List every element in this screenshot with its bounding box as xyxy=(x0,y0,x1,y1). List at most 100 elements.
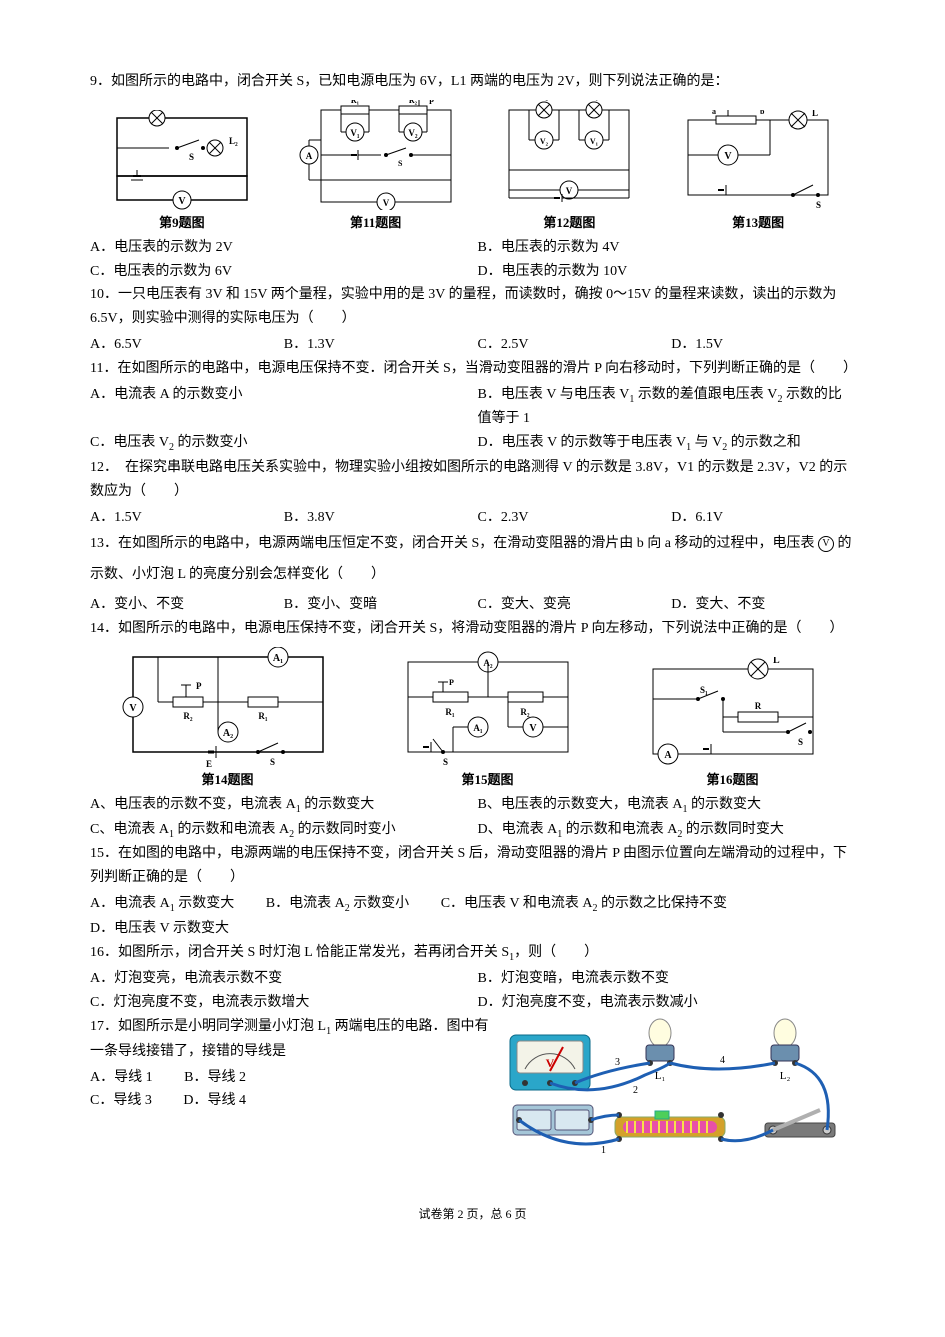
question-12: 12． 在探究串联电路电压关系实验中，物理实验小组按如图所示的电路测得 V 的示… xyxy=(90,456,855,504)
fig9-label: 第9题图 xyxy=(107,212,257,234)
svg-text:1: 1 xyxy=(601,1145,606,1156)
q12-options: A．1.5V B．3.8V C．2.3V D．6.1V xyxy=(90,506,855,530)
fig16-label: 第16题图 xyxy=(638,769,828,791)
circuit-q17-icon: V L₁ L₂ xyxy=(505,1015,855,1165)
svg-text:3: 3 xyxy=(615,1057,620,1068)
svg-text:V: V xyxy=(129,703,137,714)
svg-text:A: A xyxy=(664,750,672,761)
svg-text:R₂: R₂ xyxy=(409,100,418,105)
figure-q16: L S₁ R S A 第16题图 xyxy=(638,657,828,791)
q13-opt-d: D．变大、不变 xyxy=(671,593,855,617)
q10-opt-d: D．1.5V xyxy=(671,333,855,357)
q16-opt-a: A．灯泡变亮，电流表示数不变 xyxy=(90,967,468,991)
svg-text:L: L xyxy=(812,110,818,118)
q13-options: A．变小、不变 B．变小、变暗 C．变大、变亮 D．变大、不变 xyxy=(90,593,855,617)
svg-text:2: 2 xyxy=(633,1085,638,1096)
q14-opt-a: A、电压表的示数不变，电流表 A1 的示数变大 xyxy=(90,793,468,818)
figure-q15: A₂ R₁ P R₂ A₁ V S 第15题图 xyxy=(393,647,583,791)
q15-opt-c: C．电压表 V 和电流表 A2 的示数之比保持不变 xyxy=(441,896,727,911)
q14-opt-d: D、电流表 A1 的示数和电流表 A2 的示数同时变大 xyxy=(478,818,856,843)
svg-text:V: V xyxy=(725,151,733,162)
question-13: 13．在如图所示的电路中，电源两端电压恒定不变，闭合开关 S，在滑动变阻器的滑片… xyxy=(90,529,855,591)
q10-opt-c: C．2.5V xyxy=(478,333,662,357)
svg-text:V: V xyxy=(546,1056,555,1070)
q16-opt-b: B．灯泡变暗，电流表示数不变 xyxy=(478,967,856,991)
svg-text:L₂: L₂ xyxy=(229,136,238,146)
circuit-q15-icon: A₂ R₁ P R₂ A₁ V S xyxy=(393,647,583,767)
q11-opt-c: C．电压表 V2 的示数变小 xyxy=(90,431,468,456)
svg-text:V: V xyxy=(382,198,389,208)
svg-text:L₂: L₂ xyxy=(780,1070,791,1082)
voltmeter-icon: V xyxy=(818,536,834,552)
svg-text:a: a xyxy=(712,110,716,116)
figure-q14: A₁ V R₂ P R₁ A₂ E S 第14题图 xyxy=(118,647,338,791)
svg-text:V₁: V₁ xyxy=(590,137,599,146)
figure-q13: ab L V S 第13题图 xyxy=(678,110,838,234)
q11-options: A．电流表 A 的示数变小 B．电压表 V 与电压表 V1 示数的差值跟电压表 … xyxy=(90,383,855,456)
circuit-q11-icon: R₁ R₂ P V₁ V₂ A S V xyxy=(291,100,461,210)
figure-q9: L₁ L₂ S V 第9题图 xyxy=(107,110,257,234)
svg-text:S: S xyxy=(189,152,194,162)
q15-opt-a: A．电流表 A1 示数变大 xyxy=(90,896,234,911)
svg-text:A: A xyxy=(305,151,312,161)
question-16: 16．如图所示，闭合开关 S 时灯泡 L 恰能正常发光，若再闭合开关 S1，则（… xyxy=(90,941,855,966)
q15-opt-b: B．电流表 A2 示数变小 xyxy=(266,896,409,911)
svg-text:S: S xyxy=(398,159,403,168)
q17-opt-c: C．导线 3 xyxy=(90,1093,152,1108)
q13-opt-c: C．变大、变亮 xyxy=(478,593,662,617)
q10-opt-a: A．6.5V xyxy=(90,333,274,357)
q14-opt-b: B、电压表的示数变大，电流表 A1 的示数变大 xyxy=(478,793,856,818)
q17-options: A．导线 1 B．导线 2 C．导线 3 D．导线 4 xyxy=(90,1066,495,1114)
fig11-label: 第11题图 xyxy=(291,212,461,234)
svg-text:R₂: R₂ xyxy=(520,707,529,717)
svg-text:S₁: S₁ xyxy=(700,685,708,695)
q9-opt-a: A．电压表的示数为 2V xyxy=(90,236,468,260)
figure-q17: V L₁ L₂ xyxy=(505,1015,855,1174)
svg-text:4: 4 xyxy=(720,1055,725,1066)
question-17: 17．如图所示是小明同学测量小灯泡 L1 两端电压的电路．图中有一条导线接错了，… xyxy=(90,1015,855,1174)
svg-text:A₁: A₁ xyxy=(272,653,282,664)
q11-opt-d: D．电压表 V 的示数等于电压表 V1 与 V2 的示数之和 xyxy=(478,431,856,456)
svg-text:A₂: A₂ xyxy=(222,728,232,739)
q16-options: A．灯泡变亮，电流表示数不变 B．灯泡变暗，电流表示数不变 C．灯泡亮度不变，电… xyxy=(90,967,855,1015)
svg-text:R₁: R₁ xyxy=(445,707,454,717)
q9-options: A．电压表的示数为 2V B．电压表的示数为 4V C．电压表的示数为 6V D… xyxy=(90,236,855,284)
q17-opt-d: D．导线 4 xyxy=(183,1093,246,1108)
q12-opt-c: C．2.3V xyxy=(478,506,662,530)
q10-opt-b: B．1.3V xyxy=(284,333,468,357)
figure-q11: R₁ R₂ P V₁ V₂ A S V 第11题图 xyxy=(291,100,461,234)
q17-opt-b: B．导线 2 xyxy=(184,1070,246,1085)
svg-text:R₁: R₁ xyxy=(351,100,360,105)
q15-text: 15．在如图的电路中，电源两端的电压保持不变，闭合开关 S 后，滑动变阻器的滑片… xyxy=(90,846,847,885)
svg-text:P: P xyxy=(449,678,454,687)
fig15-label: 第15题图 xyxy=(393,769,583,791)
svg-text:V: V xyxy=(178,196,186,207)
svg-text:S: S xyxy=(443,757,448,767)
q12-opt-b: B．3.8V xyxy=(284,506,468,530)
q13-opt-b: B．变小、变暗 xyxy=(284,593,468,617)
circuit-q14-icon: A₁ V R₂ P R₁ A₂ E S xyxy=(118,647,338,767)
q12-opt-d: D．6.1V xyxy=(671,506,855,530)
circuit-q12-icon: L₂ L₁ V₂ V₁ V xyxy=(494,100,644,210)
q9-text: 9．如图所示的电路中，闭合开关 S，已知电源电压为 6V，L1 两端的电压为 2… xyxy=(90,74,729,89)
q14-text: 14．如图所示的电路中，电源电压保持不变，闭合开关 S，将滑动变阻器的滑片 P … xyxy=(90,621,844,636)
q9-opt-d: D．电压表的示数为 10V xyxy=(478,260,856,284)
page-footer: 试卷第 2 页，总 6 页 xyxy=(90,1204,855,1224)
svg-text:P: P xyxy=(196,681,202,691)
question-10: 10．一只电压表有 3V 和 15V 两个量程，实验中用的是 3V 的量程，而读… xyxy=(90,283,855,331)
figure-row-2: A₁ V R₂ P R₁ A₂ E S 第14题图 A₂ R₁ P xyxy=(90,647,855,791)
figure-row-1: L₁ L₂ S V 第9题图 R₁ R₂ P V₁ V₂ xyxy=(90,100,855,234)
q14-options: A、电压表的示数不变，电流表 A1 的示数变大 B、电压表的示数变大，电流表 A… xyxy=(90,793,855,843)
svg-text:S: S xyxy=(816,200,821,210)
svg-text:R₁: R₁ xyxy=(258,711,267,721)
svg-text:E: E xyxy=(206,759,212,767)
q12-opt-a: A．1.5V xyxy=(90,506,274,530)
circuit-q16-icon: L S₁ R S A xyxy=(638,657,828,767)
q14-opt-c: C、电流表 A1 的示数和电流表 A2 的示数同时变小 xyxy=(90,818,468,843)
fig12-label: 第12题图 xyxy=(494,212,644,234)
svg-text:L: L xyxy=(773,657,780,666)
circuit-q9-icon: L₁ L₂ S V xyxy=(107,110,257,210)
q10-options: A．6.5V B．1.3V C．2.5V D．1.5V xyxy=(90,333,855,357)
svg-text:L₂: L₂ xyxy=(541,100,549,101)
q12-text: 12． 在探究串联电路电压关系实验中，物理实验小组按如图所示的电路测得 V 的示… xyxy=(90,460,847,499)
